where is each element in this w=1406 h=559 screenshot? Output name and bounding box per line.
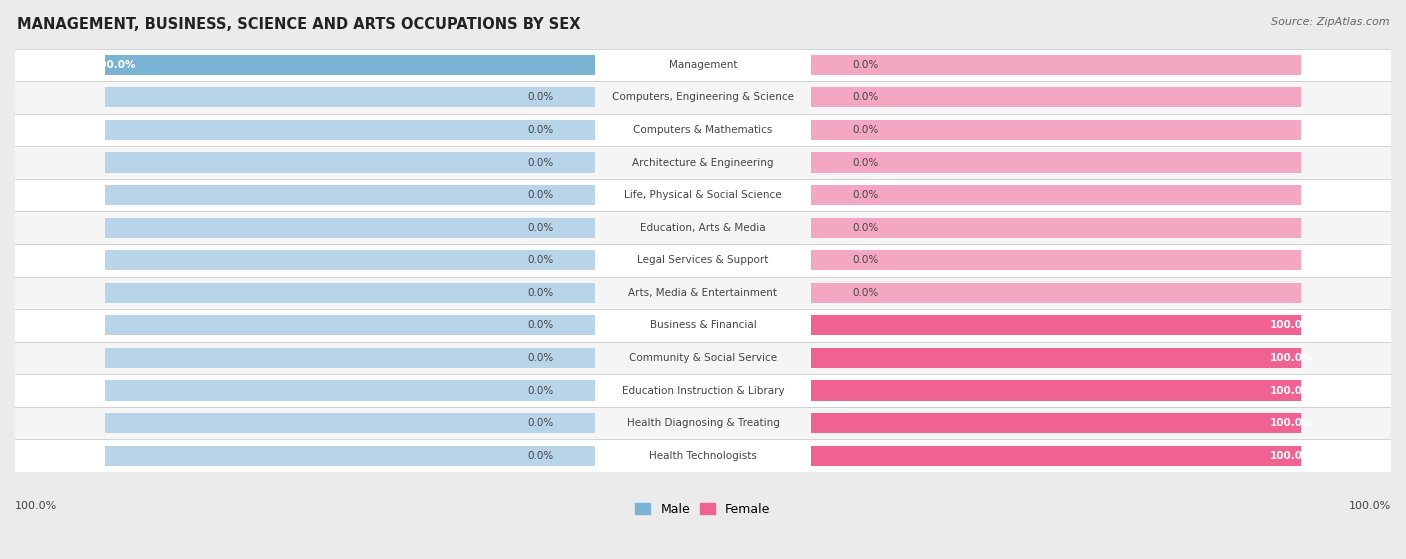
Bar	[104, 55, 595, 75]
Bar	[104, 315, 595, 335]
Text: 0.0%: 0.0%	[527, 386, 554, 396]
Bar	[811, 348, 1302, 368]
Bar	[811, 381, 1302, 401]
Text: Source: ZipAtlas.com: Source: ZipAtlas.com	[1271, 17, 1389, 27]
Text: 0.0%: 0.0%	[852, 125, 879, 135]
Bar	[104, 185, 595, 205]
Text: 0.0%: 0.0%	[527, 255, 554, 265]
Text: 0.0%: 0.0%	[852, 60, 879, 70]
Text: 0.0%: 0.0%	[852, 190, 879, 200]
Bar	[104, 217, 595, 238]
Bar	[811, 87, 1302, 107]
Bar	[104, 446, 595, 466]
Text: 100.0%: 100.0%	[1348, 501, 1391, 511]
Bar	[811, 381, 1302, 401]
Bar	[811, 315, 1302, 335]
Bar	[104, 283, 595, 303]
Bar	[0, 277, 1406, 309]
Bar	[811, 250, 1302, 271]
Text: Computers, Engineering & Science: Computers, Engineering & Science	[612, 92, 794, 102]
Text: 100.0%: 100.0%	[1270, 386, 1313, 396]
Bar	[811, 315, 1302, 335]
Text: Life, Physical & Social Science: Life, Physical & Social Science	[624, 190, 782, 200]
Text: Arts, Media & Entertainment: Arts, Media & Entertainment	[628, 288, 778, 298]
Bar	[0, 211, 1406, 244]
Text: 100.0%: 100.0%	[1270, 418, 1313, 428]
Text: 0.0%: 0.0%	[527, 353, 554, 363]
Text: 0.0%: 0.0%	[527, 451, 554, 461]
Bar	[811, 348, 1302, 368]
Text: 0.0%: 0.0%	[527, 158, 554, 168]
Text: 0.0%: 0.0%	[852, 92, 879, 102]
Text: 0.0%: 0.0%	[527, 288, 554, 298]
Bar	[811, 120, 1302, 140]
Text: 100.0%: 100.0%	[1270, 451, 1313, 461]
Bar	[104, 55, 595, 75]
Bar	[811, 446, 1302, 466]
Text: Health Technologists: Health Technologists	[650, 451, 756, 461]
Text: Business & Financial: Business & Financial	[650, 320, 756, 330]
Legend: Male, Female: Male, Female	[630, 498, 776, 521]
Bar	[0, 439, 1406, 472]
Text: 0.0%: 0.0%	[852, 288, 879, 298]
Bar	[0, 81, 1406, 113]
Bar	[104, 381, 595, 401]
Bar	[104, 153, 595, 173]
Text: 100.0%: 100.0%	[93, 60, 136, 70]
Bar	[104, 120, 595, 140]
Bar	[0, 244, 1406, 277]
Text: 0.0%: 0.0%	[527, 320, 554, 330]
Bar	[811, 217, 1302, 238]
Text: 100.0%: 100.0%	[1270, 353, 1313, 363]
Text: 0.0%: 0.0%	[527, 125, 554, 135]
Text: 0.0%: 0.0%	[527, 418, 554, 428]
Bar	[0, 407, 1406, 439]
Bar	[811, 413, 1302, 433]
Bar	[811, 446, 1302, 466]
Bar	[811, 283, 1302, 303]
Bar	[0, 49, 1406, 81]
Text: Community & Social Service: Community & Social Service	[628, 353, 778, 363]
Bar	[811, 185, 1302, 205]
Bar	[0, 342, 1406, 374]
Text: Architecture & Engineering: Architecture & Engineering	[633, 158, 773, 168]
Text: MANAGEMENT, BUSINESS, SCIENCE AND ARTS OCCUPATIONS BY SEX: MANAGEMENT, BUSINESS, SCIENCE AND ARTS O…	[17, 17, 581, 32]
Text: 100.0%: 100.0%	[1270, 320, 1313, 330]
Bar	[0, 146, 1406, 179]
Text: Health Diagnosing & Treating: Health Diagnosing & Treating	[627, 418, 779, 428]
Text: Legal Services & Support: Legal Services & Support	[637, 255, 769, 265]
Text: 0.0%: 0.0%	[527, 92, 554, 102]
Text: 0.0%: 0.0%	[527, 190, 554, 200]
Text: 0.0%: 0.0%	[852, 255, 879, 265]
Text: 100.0%: 100.0%	[15, 501, 58, 511]
Text: Education Instruction & Library: Education Instruction & Library	[621, 386, 785, 396]
Bar	[104, 348, 595, 368]
Bar	[811, 153, 1302, 173]
Bar	[104, 250, 595, 271]
Text: Computers & Mathematics: Computers & Mathematics	[633, 125, 773, 135]
Text: Education, Arts & Media: Education, Arts & Media	[640, 222, 766, 233]
Bar	[811, 413, 1302, 433]
Text: 0.0%: 0.0%	[852, 222, 879, 233]
Bar	[104, 413, 595, 433]
Text: 0.0%: 0.0%	[852, 158, 879, 168]
Bar	[0, 179, 1406, 211]
Bar	[0, 309, 1406, 342]
Bar	[811, 55, 1302, 75]
Bar	[0, 374, 1406, 407]
Text: Management: Management	[669, 60, 737, 70]
Bar	[104, 87, 595, 107]
Bar	[0, 113, 1406, 146]
Text: 0.0%: 0.0%	[527, 222, 554, 233]
